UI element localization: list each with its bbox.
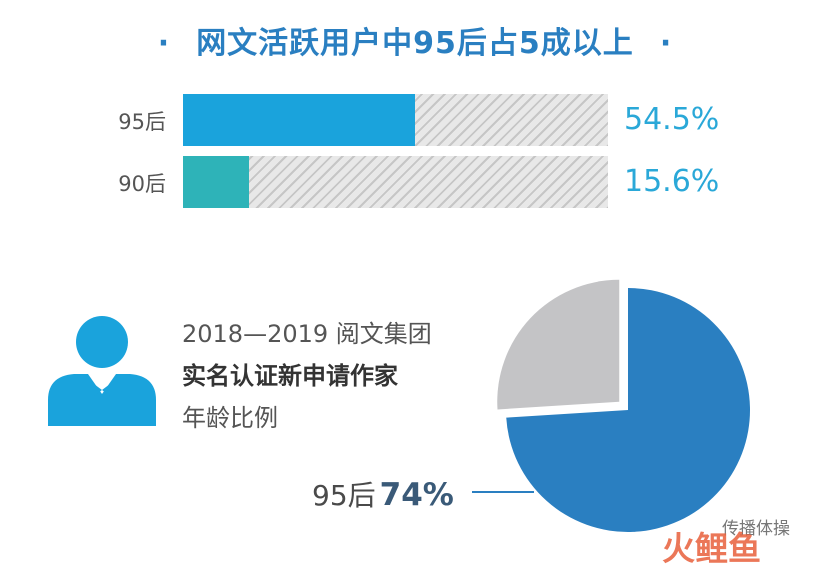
pie-slice bbox=[506, 288, 750, 532]
chart-title: · 网文活跃用户中95后占5成以上 · bbox=[0, 18, 830, 62]
bar bbox=[183, 94, 415, 146]
pie-annotation-label: 95后 bbox=[312, 479, 376, 512]
pie-title-line-2: 实名认证新申请作家 bbox=[182, 362, 398, 390]
pie-slice bbox=[497, 279, 620, 410]
title-dot-right: · bbox=[659, 26, 673, 61]
watermark-text: 传播体操 bbox=[722, 519, 790, 539]
person-icon bbox=[48, 316, 156, 426]
bar-value-label: 15.6% bbox=[624, 164, 720, 199]
bar bbox=[183, 156, 250, 208]
bar-track bbox=[183, 94, 608, 146]
bar-track bbox=[183, 156, 608, 208]
watermark-logo: 火鲤鱼 bbox=[662, 529, 761, 568]
bar-value-label: 54.5% bbox=[624, 102, 720, 137]
title-dot-left: · bbox=[157, 26, 171, 61]
pie-annotation-value: 74% bbox=[379, 477, 454, 513]
pie-annotation: 95后 74% bbox=[312, 474, 454, 514]
bar-category-label: 95后 bbox=[118, 110, 166, 134]
title-text: 网文活跃用户中95后占5成以上 bbox=[196, 26, 634, 61]
pie-title-line-3: 年龄比例 bbox=[182, 404, 278, 432]
bar-category-label: 90后 bbox=[118, 172, 166, 196]
pie-title-line-1: 2018—2019 阅文集团 bbox=[182, 320, 432, 348]
